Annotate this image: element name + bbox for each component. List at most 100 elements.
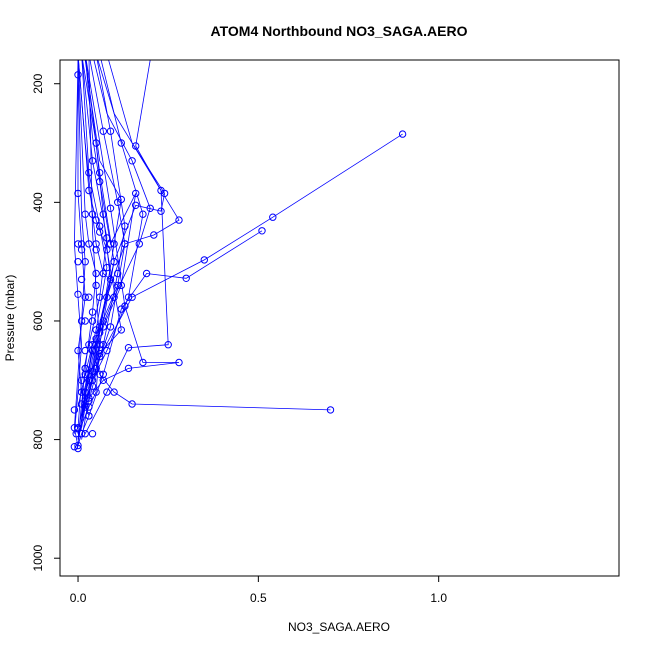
data-point-21	[81, 430, 89, 438]
data-point-63	[103, 388, 111, 396]
data-point-113	[96, 323, 104, 331]
data-point-141	[81, 346, 89, 355]
y-tick-label-2: 400	[31, 192, 45, 212]
data-point-122	[103, 346, 111, 355]
data-point-28	[114, 281, 122, 290]
data-point-93	[117, 326, 126, 334]
data-point-137	[88, 317, 97, 325]
chart-title: ATOM4 Northbound NO3_SAGA.AERO	[211, 23, 468, 39]
data-point-103	[135, 240, 144, 248]
series-line-4	[77, 133, 403, 440]
data-point-2	[74, 189, 82, 198]
data-point-64	[160, 189, 169, 198]
data-point-34	[85, 394, 93, 402]
data-point-134	[81, 258, 89, 266]
data-point-77	[103, 263, 111, 272]
series-line-11	[77, 60, 108, 408]
data-point-87	[96, 293, 104, 301]
data-point-57	[103, 293, 111, 301]
data-point-126	[99, 317, 108, 325]
data-point-144	[77, 400, 86, 408]
data-point-130	[121, 222, 129, 230]
data-point-81	[114, 198, 122, 207]
data-point-136	[85, 293, 93, 301]
data-point-68	[92, 335, 100, 343]
data-point-13	[77, 430, 86, 438]
series-line-13	[73, 60, 86, 447]
y-tick-label-5: 1000	[31, 545, 45, 572]
data-point-32	[110, 240, 118, 248]
data-point-104	[110, 293, 118, 301]
data-point-1	[74, 71, 82, 79]
x-tick-label-2: 0.5	[250, 591, 267, 605]
data-point-71	[139, 358, 147, 367]
series-line-9	[81, 60, 166, 416]
data-point-15	[70, 443, 79, 451]
data-point-25	[88, 210, 97, 218]
data-point-59	[132, 142, 140, 150]
data-point-8	[74, 290, 82, 298]
data-point-69	[106, 204, 115, 213]
data-point-92	[103, 246, 111, 254]
data-point-14	[74, 441, 82, 450]
data-point-143	[88, 382, 97, 390]
data-point-7	[81, 293, 89, 301]
data-point-145	[81, 364, 89, 373]
data-point-96	[96, 177, 104, 186]
data-point-125	[110, 258, 118, 266]
data-point-127	[92, 364, 100, 373]
data-point-115	[81, 388, 89, 396]
data-point-129	[106, 127, 115, 135]
data-point-54	[175, 216, 183, 224]
data-point-117	[92, 388, 100, 396]
data-point-48	[85, 412, 93, 420]
y-tick-label-3: 600	[31, 311, 45, 331]
data-point-108	[88, 308, 97, 316]
data-point-52	[96, 370, 104, 378]
data-point-100	[99, 323, 108, 331]
series-line-6	[84, 350, 331, 411]
series-line-5	[88, 230, 263, 417]
series-line-24	[88, 60, 126, 402]
data-point-138	[92, 281, 100, 290]
data-point-41	[96, 352, 104, 361]
data-point-140	[77, 275, 86, 284]
data-point-105	[88, 346, 97, 355]
data-point-107	[92, 269, 100, 278]
series-line-18	[77, 60, 97, 440]
data-point-131	[114, 269, 122, 278]
data-point-4	[74, 240, 82, 248]
data-point-91	[92, 216, 100, 224]
y-axis-label: Pressure (mbar)	[3, 275, 17, 362]
x-axis: 0.0 0.5 1.0	[70, 575, 447, 605]
data-point-37	[398, 130, 407, 138]
data-point-83	[106, 323, 115, 331]
data-point-99	[117, 281, 126, 290]
data-point-139	[96, 228, 104, 236]
plot-area	[70, 60, 407, 453]
data-point-6	[74, 258, 82, 266]
data-point-82	[121, 240, 129, 248]
data-point-102	[146, 204, 154, 213]
data-point-17	[70, 406, 79, 414]
data-point-88	[85, 341, 93, 349]
data-point-101	[128, 157, 136, 165]
data-point-142	[85, 376, 93, 384]
series-line-23	[84, 60, 115, 408]
data-point-132	[99, 341, 108, 349]
data-point-61	[164, 341, 172, 349]
data-point-98	[132, 189, 140, 198]
data-point-66	[132, 201, 140, 210]
data-point-124	[96, 169, 104, 177]
data-point-106	[85, 240, 93, 248]
data-point-5	[77, 246, 86, 254]
data-point-55	[150, 231, 158, 239]
data-point-22	[88, 430, 97, 438]
data-point-16	[74, 444, 82, 453]
data-point-73	[124, 364, 133, 373]
series-line-8	[84, 60, 169, 434]
data-point-10	[74, 346, 82, 355]
x-axis-label: NO3_SAGA.AERO	[288, 620, 390, 634]
data-point-76	[96, 222, 104, 230]
